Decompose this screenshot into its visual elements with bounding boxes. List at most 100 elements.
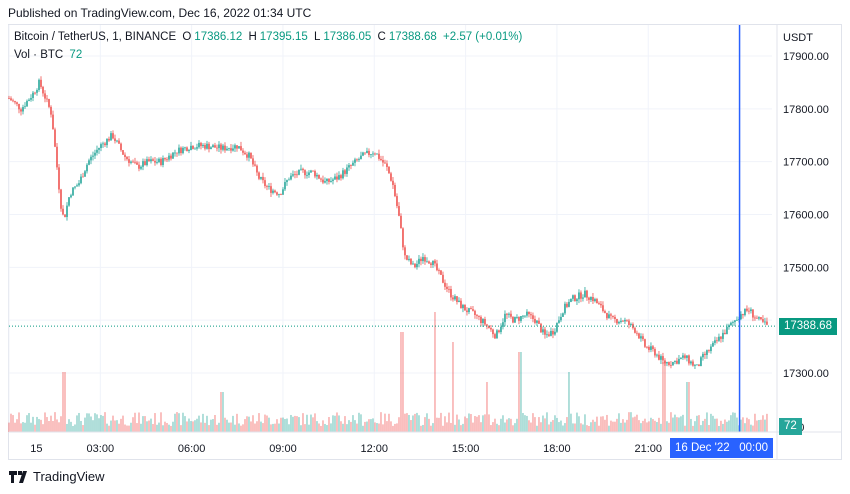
volume-bar: [698, 415, 700, 432]
volume-bar: [120, 418, 122, 432]
volume-bar: [484, 414, 486, 432]
volume-bar: [88, 413, 90, 432]
candle-body: [750, 309, 752, 311]
volume-bar: [166, 422, 168, 432]
volume-bar: [498, 425, 500, 432]
candle-body: [592, 296, 594, 302]
candle-body: [714, 340, 716, 343]
volume-bar: [732, 412, 734, 432]
volume-bar: [510, 418, 512, 432]
candle-body: [520, 316, 522, 321]
volume-bar: [18, 412, 20, 432]
candle-body: [160, 158, 162, 165]
candle-body: [236, 145, 238, 149]
candle-body: [22, 107, 24, 112]
candle-body: [308, 172, 310, 176]
volume-bar: [250, 421, 252, 432]
volume-bar: [262, 423, 264, 432]
volume-bar: [268, 417, 270, 432]
volume-bar: [136, 423, 138, 432]
candle-body: [452, 297, 454, 300]
candle-body: [378, 153, 380, 159]
volume-bar: [754, 413, 756, 432]
candle-body: [494, 334, 496, 339]
candle-body: [328, 178, 330, 182]
volume-bar: [428, 418, 430, 432]
candle-body: [558, 320, 560, 323]
volume-bar: [388, 413, 390, 432]
volume-bar: [422, 424, 424, 432]
volume-bar: [258, 413, 260, 432]
candle-body: [74, 186, 76, 188]
volume-bar: [472, 422, 474, 432]
volume-bar: [350, 421, 352, 432]
volume-bar: [128, 425, 130, 432]
candle-body: [490, 327, 492, 330]
last-price-tag: 17388.68: [779, 318, 837, 336]
volume-bar: [320, 425, 322, 432]
volume-bar: [570, 413, 572, 432]
volume-bar: [112, 415, 114, 432]
volume-bar: [726, 421, 728, 432]
candle-body: [418, 258, 420, 264]
candle-body: [746, 308, 748, 311]
candle-body: [742, 314, 744, 316]
candle-body: [20, 109, 22, 112]
volume-bar: [758, 420, 760, 432]
candle-body: [442, 274, 444, 283]
candle-body: [422, 257, 424, 262]
candle-body: [614, 316, 616, 320]
volume-bar: [338, 415, 340, 432]
candle-body: [682, 355, 684, 358]
candle-body: [284, 182, 286, 190]
candle-body: [254, 164, 256, 166]
volume-bar: [632, 417, 634, 432]
volume-bar: [308, 424, 310, 432]
volume-bar: [168, 424, 170, 432]
candle-body: [438, 270, 440, 272]
volume-bar: [224, 417, 226, 432]
candle-body: [482, 319, 484, 323]
volume-bar: [314, 413, 316, 432]
candle-body: [266, 186, 268, 187]
close-value: 17388.68: [388, 31, 437, 43]
candle-body: [58, 167, 60, 190]
volume-bar: [418, 415, 420, 432]
candle-body: [64, 214, 66, 218]
volume-bar: [408, 414, 410, 432]
candle-body: [108, 138, 110, 141]
volume-bar: [74, 424, 76, 432]
brand-name[interactable]: TradingView: [33, 469, 105, 484]
volume-bar: [612, 421, 614, 432]
candle-body: [396, 196, 398, 207]
candle-body: [290, 175, 292, 180]
volume-bar: [530, 422, 532, 432]
volume-bar: [504, 422, 506, 432]
volume-bar: [144, 416, 146, 432]
candle-body: [602, 305, 604, 312]
candle-body: [314, 170, 316, 177]
volume-bar: [590, 422, 592, 432]
candle-body: [600, 303, 602, 306]
price-axis-tick-label: 17300.00: [783, 368, 829, 380]
volume-bar: [604, 419, 606, 432]
volume-bar: [746, 417, 748, 432]
candle-body: [518, 317, 520, 321]
candle-body: [706, 350, 708, 355]
candle-body: [488, 325, 490, 328]
ohlc-legend: Bitcoin / TetherUS, 1, BINANCE O 17386.12…: [14, 31, 525, 43]
time-axis-tick-label: 12:00: [361, 443, 389, 455]
candle-body: [402, 228, 404, 248]
volume-bar: [24, 422, 26, 432]
volume-bar: [236, 413, 238, 432]
candle-body: [92, 155, 94, 157]
candle-body: [736, 319, 738, 321]
candle-body: [492, 329, 494, 335]
candle-body: [640, 336, 642, 339]
candle-body: [564, 303, 566, 314]
volume-bar: [232, 415, 234, 432]
volume-label: Vol · BTC: [14, 49, 64, 61]
candle-body: [672, 361, 674, 366]
candle-body: [30, 97, 32, 100]
